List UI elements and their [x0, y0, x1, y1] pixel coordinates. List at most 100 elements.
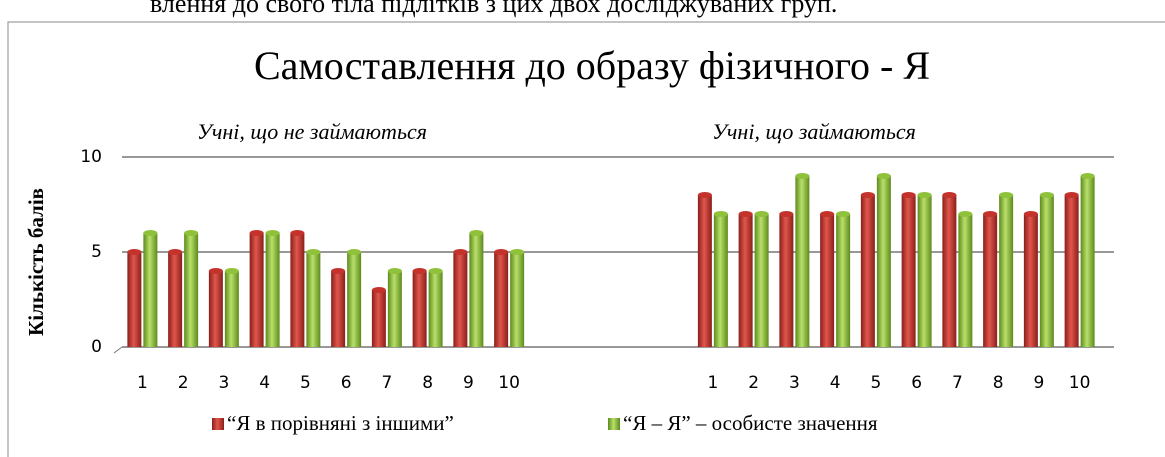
x-tick-label: 5 [870, 373, 881, 393]
page-text: влення до свого тіла підлітків з цих дво… [150, 0, 837, 18]
annotation: Учні, що займаються [712, 119, 916, 144]
bar [306, 252, 321, 347]
axis-line [113, 346, 123, 354]
bar [494, 252, 509, 347]
bar [331, 271, 346, 347]
bar [1039, 195, 1054, 347]
bar [428, 271, 443, 347]
bar [983, 214, 998, 347]
bar [143, 233, 158, 347]
x-tick-label: 10 [1069, 373, 1091, 393]
bar-top [779, 211, 794, 217]
bar [901, 195, 916, 347]
bar [224, 271, 239, 347]
x-tick-label: 8 [993, 373, 1004, 393]
bar-top [306, 249, 321, 255]
bar-top [876, 173, 891, 179]
bar-top [168, 249, 183, 255]
x-tick-label: 9 [463, 373, 474, 393]
bar-top [208, 268, 223, 274]
chart-frame [7, 21, 1165, 457]
bar [738, 214, 753, 347]
bar [184, 233, 199, 347]
bar [1080, 176, 1095, 347]
bar [917, 195, 932, 347]
bar [713, 214, 728, 347]
bar-top [347, 249, 362, 255]
bar [860, 195, 875, 347]
x-tick-label: 1 [707, 373, 718, 393]
x-tick-label: 3 [218, 373, 229, 393]
bar-top [1064, 192, 1079, 198]
bar-top [331, 268, 346, 274]
chart-title: Самоставлення до образу фізичного - Я [254, 43, 930, 88]
bar [999, 195, 1014, 347]
bar [412, 271, 427, 347]
legend-swatch [608, 418, 620, 430]
bar-top [249, 230, 264, 236]
bar [779, 214, 794, 347]
legend-label: “Я – Я” – особисте значення [623, 411, 878, 435]
bar [836, 214, 851, 347]
x-tick-label: 8 [422, 373, 433, 393]
annotation: Учні, що не займаються [197, 119, 427, 144]
bar-top [836, 211, 851, 217]
bar [290, 233, 305, 347]
x-tick-label: 3 [789, 373, 800, 393]
x-tick-label: 10 [498, 373, 520, 393]
x-tick-label: 7 [381, 373, 392, 393]
bar-top [738, 211, 753, 217]
bar [249, 233, 264, 347]
x-tick-label: 4 [259, 373, 270, 393]
bar-top [754, 211, 769, 217]
bar [127, 252, 142, 347]
bar [1064, 195, 1079, 347]
bar-top [795, 173, 810, 179]
bar [754, 214, 769, 347]
bar-top [697, 192, 712, 198]
bar-top [901, 192, 916, 198]
bar [697, 195, 712, 347]
y-tick-label: 10 [80, 147, 102, 167]
bar-top [860, 192, 875, 198]
bar-top [820, 211, 835, 217]
bar-top [127, 249, 142, 255]
bar-top [942, 192, 957, 198]
bar-top [143, 230, 158, 236]
bar-top [999, 192, 1014, 198]
bar [958, 214, 973, 347]
bar [347, 252, 362, 347]
bar [265, 233, 280, 347]
bar-top [453, 249, 468, 255]
legend-label: “Я в порівняні з іншими” [227, 411, 454, 435]
bar-top [412, 268, 427, 274]
bar-top [224, 268, 239, 274]
x-tick-label: 6 [911, 373, 922, 393]
bar [510, 252, 525, 347]
bar [942, 195, 957, 347]
bar-top [184, 230, 199, 236]
legend-swatch [212, 418, 224, 430]
bar-top [469, 230, 484, 236]
y-tick-label: 0 [91, 337, 102, 357]
bar-top [917, 192, 932, 198]
bar [1023, 214, 1038, 347]
bar-top [387, 268, 402, 274]
bar-top [1080, 173, 1095, 179]
x-tick-label: 7 [952, 373, 963, 393]
bar [876, 176, 891, 347]
x-tick-label: 2 [748, 373, 759, 393]
x-tick-label: 1 [137, 373, 148, 393]
bar [371, 290, 386, 347]
bar-top [958, 211, 973, 217]
bar-top [510, 249, 525, 255]
bar [820, 214, 835, 347]
bar-top [494, 249, 509, 255]
bar [453, 252, 468, 347]
bar-top [371, 287, 386, 293]
bar [469, 233, 484, 347]
bar-top [1023, 211, 1038, 217]
bar-top [290, 230, 305, 236]
y-tick-label: 5 [91, 242, 102, 262]
